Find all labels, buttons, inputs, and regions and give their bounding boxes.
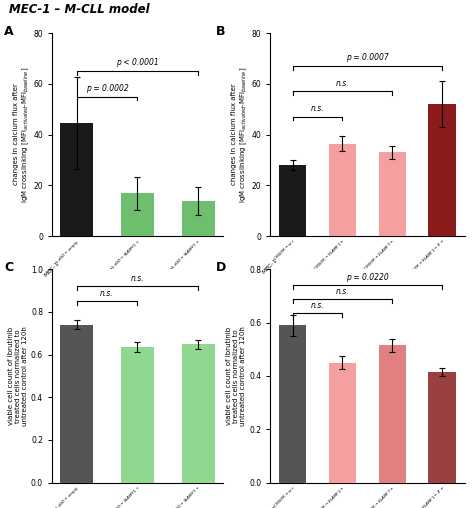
Text: n.s.: n.s.	[336, 79, 349, 87]
Bar	[279, 165, 306, 236]
Bar	[121, 193, 154, 236]
Bar	[60, 325, 93, 483]
Bar	[428, 104, 456, 236]
Text: C: C	[4, 261, 13, 274]
Bar	[379, 345, 406, 483]
Bar	[279, 325, 306, 483]
Y-axis label: changes in calcium flux after
IgM crosslinking [MFI$_{activated}$-MFI$_{baseline: changes in calcium flux after IgM crossl…	[13, 67, 31, 203]
Text: n.s.: n.s.	[311, 301, 324, 310]
Bar	[182, 344, 215, 483]
Text: p = 0.0007: p = 0.0007	[346, 53, 389, 62]
Bar	[379, 152, 406, 236]
Text: p = 0.0220: p = 0.0220	[346, 273, 389, 282]
Y-axis label: viable cell count of ibrutinib
treated cells normalized to
untreated control aft: viable cell count of ibrutinib treated c…	[8, 326, 28, 426]
Bar	[428, 372, 456, 483]
Bar	[329, 143, 356, 236]
Bar	[329, 363, 356, 483]
Text: D: D	[216, 261, 226, 274]
Y-axis label: viable cell count of ibrutinib
treated cells normalized to
untreated control aft: viable cell count of ibrutinib treated c…	[226, 326, 246, 426]
Y-axis label: changes in calcium flux after
IgM crosslinking [MFI$_{activated}$-MFI$_{baseline: changes in calcium flux after IgM crossl…	[231, 67, 249, 203]
Text: n.s.: n.s.	[131, 274, 144, 283]
Text: MEC-1 – M-CLL model: MEC-1 – M-CLL model	[9, 3, 150, 16]
Text: B: B	[216, 25, 225, 38]
Text: n.s.: n.s.	[311, 104, 324, 113]
Text: p = 0.0002: p = 0.0002	[86, 84, 128, 92]
Bar	[60, 123, 93, 236]
Bar	[182, 201, 215, 236]
Text: n.s.: n.s.	[100, 289, 114, 298]
Text: A: A	[4, 25, 14, 38]
Text: n.s.: n.s.	[336, 287, 349, 296]
Text: p < 0.0001: p < 0.0001	[116, 58, 159, 67]
Bar	[121, 347, 154, 483]
